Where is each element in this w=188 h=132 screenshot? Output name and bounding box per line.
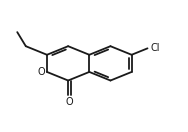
Text: O: O (65, 97, 73, 107)
Text: Cl: Cl (150, 43, 160, 53)
Text: O: O (37, 67, 45, 77)
